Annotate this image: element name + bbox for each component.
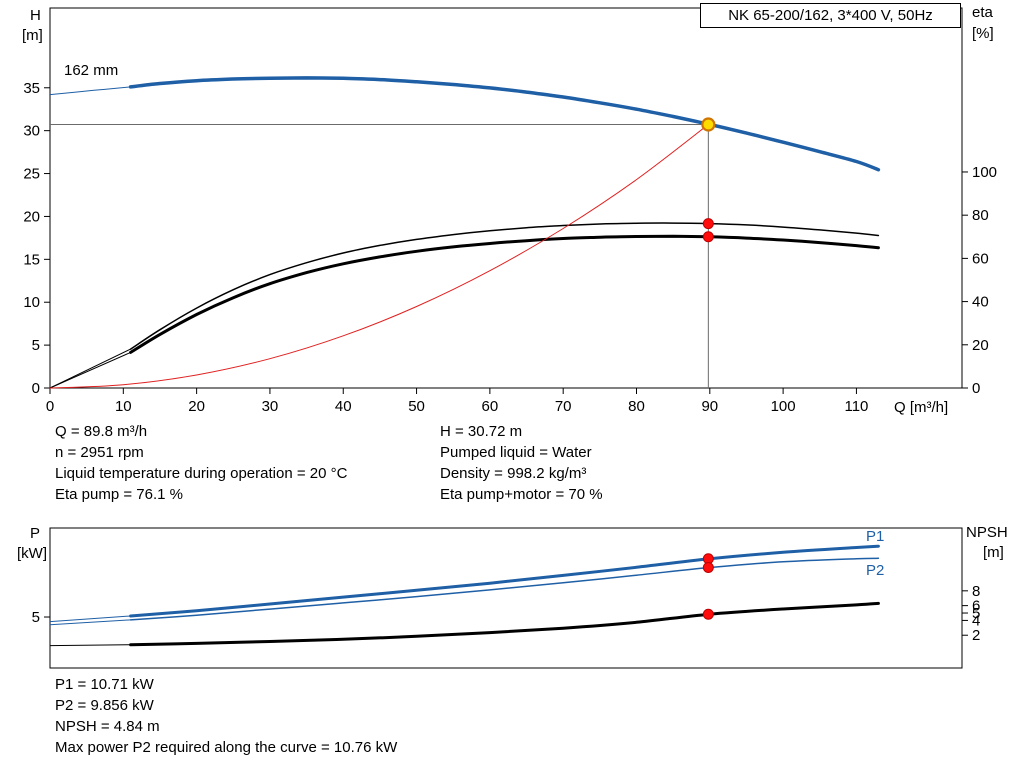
npsh-curve-lead: [49, 644, 131, 647]
x-axis-title: Q [m³/h]: [894, 399, 948, 416]
y-left-tick-label: 20: [23, 208, 40, 225]
y-right-tick-label: 0: [972, 380, 980, 397]
power-info-block: P1 = 10.71 kW P2 = 9.856 kW NPSH = 4.84 …: [55, 674, 397, 758]
y-left-tick-label: 25: [23, 166, 40, 183]
x-tick-label: 50: [408, 398, 425, 415]
y-right-tick-label: 8: [972, 583, 980, 600]
x-tick-label: 10: [115, 398, 132, 415]
x-tick-label: 40: [335, 398, 352, 415]
info-line-eta-pump: Eta pump = 76.1 %: [55, 486, 183, 503]
info-line-h: H = 30.72 m: [440, 423, 523, 440]
y-left-tick-label: 10: [23, 294, 40, 311]
x-tick-label: 80: [628, 398, 645, 415]
y-right-tick-label: 100: [972, 164, 997, 181]
y-right-axis-title: [%]: [972, 25, 994, 42]
plot-frame: [49, 7, 963, 389]
p1-curve: [129, 544, 880, 618]
x-tick-label: 20: [188, 398, 205, 415]
info-line-p2: P2 = 9.856 kW: [55, 697, 154, 714]
x-tick-label: 30: [262, 398, 279, 415]
info-line-density: Density = 998.2 kg/m³: [440, 465, 587, 482]
y-left-axis-title: P: [30, 525, 40, 542]
info-line-p1: P1 = 10.71 kW: [55, 676, 154, 693]
eta-pump-motor-curve: [129, 234, 880, 354]
impeller-diameter-label: 162 mm: [64, 62, 119, 79]
y-left-tick-label: 0: [32, 380, 40, 397]
p2-curve-label: P2: [866, 562, 885, 579]
y-left-tick-label: 15: [23, 251, 40, 268]
eta-pump-curve-lead: [49, 348, 131, 389]
duty-value-marker: [702, 562, 714, 574]
y-left-axis-title: [kW]: [17, 545, 47, 562]
info-line-npsh: NPSH = 4.84 m: [55, 718, 160, 735]
eta-pump-motor-curve-lead: [49, 351, 131, 389]
duty-info-left-column: Q = 89.8 m³/h n = 2951 rpm Liquid temper…: [55, 421, 347, 505]
x-tick-label: 70: [555, 398, 572, 415]
duty-value-marker: [702, 231, 714, 243]
x-tick-label: 0: [46, 398, 54, 415]
y-left-tick-label: 35: [23, 80, 40, 97]
y-left-tick-label: 5: [32, 337, 40, 354]
y-right-tick-label: 2: [972, 627, 980, 644]
y-left-axis-title: [m]: [22, 27, 43, 44]
x-tick-label: 110: [844, 398, 868, 415]
info-line-liquid-temp: Liquid temperature during operation = 20…: [55, 465, 348, 482]
qh-eta-chart: 0 10 20 30 40 50 60 70 80 90 100 110 0 5 10 15 20 25 30 35 0…: [22, 4, 997, 416]
duty-value-marker: [702, 218, 714, 230]
y-right-axis-title: [m]: [983, 544, 1004, 561]
info-line-pumped-liquid: Pumped liquid = Water: [440, 444, 592, 461]
y-right-tick-label: 6: [972, 598, 980, 615]
info-line-eta-pump-motor: Eta pump+motor = 70 %: [440, 486, 603, 503]
p1-curve-lead: [49, 615, 131, 623]
info-line-q: Q = 89.8 m³/h: [55, 423, 148, 440]
duty-value-marker: [702, 608, 714, 620]
info-line-max-power: Max power P2 required along the curve = …: [55, 739, 398, 756]
y-right-tick-label: 80: [972, 207, 989, 224]
y-right-tick-label: 40: [972, 294, 989, 311]
duty-point-marker: [701, 117, 716, 132]
x-tick-label: 60: [482, 398, 499, 415]
npsh-curve: [129, 601, 880, 647]
y-right-tick-label: 5: [972, 605, 980, 622]
eta-pump-curve: [129, 222, 880, 350]
y-left-axis-title: H: [30, 7, 41, 24]
h-curve-162mm: [128, 76, 881, 172]
duty-info-right-column: H = 30.72 m Pumped liquid = Water Densit…: [440, 421, 603, 505]
h-curve-162mm-lead: [49, 86, 131, 96]
x-tick-label: 90: [701, 398, 718, 415]
y-right-axis-title: NPSH: [966, 524, 1008, 541]
y-left-tick-label: 5: [32, 609, 40, 626]
y-right-axis-title: eta: [972, 4, 994, 21]
info-line-n: n = 2951 rpm: [55, 444, 144, 461]
y-right-tick-label: 4: [972, 612, 980, 629]
system-curve: [49, 124, 709, 389]
pump-model-title: NK 65-200/162, 3*400 V, 50Hz: [700, 3, 961, 28]
p2-curve: [129, 557, 880, 621]
p1-curve-label: P1: [866, 528, 885, 545]
x-tick-label: 100: [771, 398, 796, 415]
p2-curve-lead: [49, 619, 131, 626]
y-right-tick-label: 20: [972, 337, 989, 354]
y-right-tick-label: 60: [972, 250, 989, 267]
y-left-tick-label: 30: [23, 123, 40, 140]
plot-frame: [49, 527, 963, 669]
